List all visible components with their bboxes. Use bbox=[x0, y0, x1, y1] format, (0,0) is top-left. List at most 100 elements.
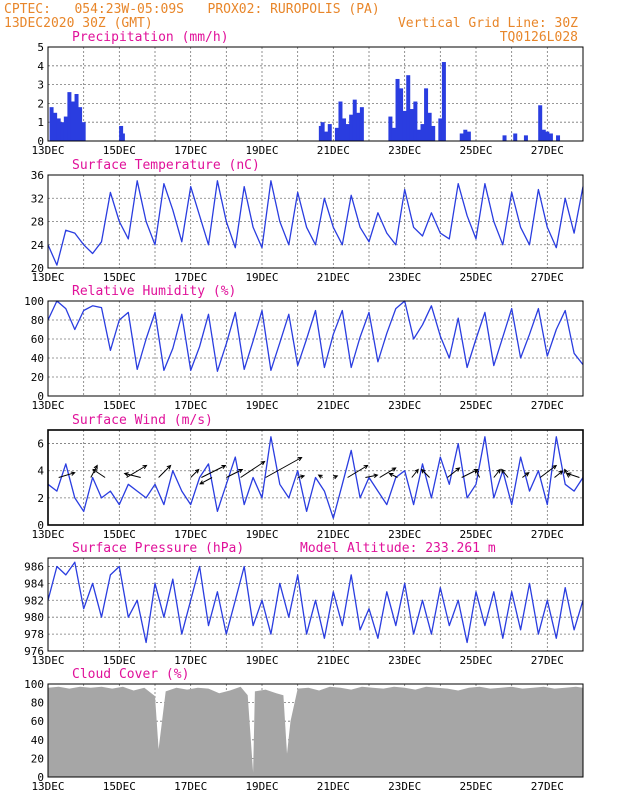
wind-vector-arrow bbox=[388, 473, 398, 478]
cloud-cover-xtick-label: 23DEC bbox=[388, 780, 421, 793]
precipitation-bar bbox=[356, 112, 361, 141]
wind-xtick-label: 27DEC bbox=[531, 528, 564, 541]
wind-xtick-label: 25DEC bbox=[459, 528, 492, 541]
precipitation-bar bbox=[406, 75, 411, 141]
wind-vector-arrow bbox=[347, 464, 369, 478]
wind-vector-arrow bbox=[158, 464, 172, 478]
wind-ytick-label: 6 bbox=[37, 438, 44, 451]
humidity-xtick-label: 15DEC bbox=[103, 399, 136, 412]
precipitation-bar bbox=[63, 116, 68, 141]
precipitation-bar bbox=[49, 107, 54, 141]
wind-vector-arrow bbox=[199, 477, 213, 485]
header-run-date: 13DEC2020 30Z (GMT) bbox=[4, 16, 153, 31]
temperature-ytick-label: 36 bbox=[31, 169, 44, 182]
pressure-ytick-label: 978 bbox=[24, 628, 44, 641]
wind-vector-arrow bbox=[411, 468, 419, 478]
precipitation-bar bbox=[359, 107, 364, 141]
pressure-ytick-label: 982 bbox=[24, 594, 44, 607]
precipitation-ytick-label: 0 bbox=[37, 135, 44, 148]
humidity-ytick-label: 100 bbox=[24, 295, 44, 308]
precipitation-bar bbox=[441, 62, 446, 141]
cloud-cover-ytick-label: 100 bbox=[24, 678, 44, 691]
precipitation-ytick-label: 4 bbox=[37, 60, 44, 73]
precipitation-bar bbox=[399, 88, 404, 141]
pressure-xtick-label: 23DEC bbox=[388, 654, 421, 667]
precipitation-bar bbox=[538, 105, 543, 141]
temperature-xtick-label: 21DEC bbox=[317, 271, 350, 284]
temperature-xtick-label: 13DEC bbox=[31, 271, 64, 284]
wind-vector-arrow bbox=[126, 464, 148, 478]
wind-vector-arrow bbox=[365, 473, 379, 478]
wind-ytick-label: 4 bbox=[37, 465, 44, 478]
temperature-frame bbox=[47, 174, 584, 269]
precipitation-xtick-label: 25DEC bbox=[459, 144, 492, 157]
precipitation-bar bbox=[324, 131, 329, 141]
precipitation-bar bbox=[81, 122, 86, 141]
precipitation-ytick-label: 5 bbox=[37, 41, 44, 54]
wind-vector-arrow bbox=[566, 472, 580, 478]
wind-vector-arrow bbox=[58, 471, 76, 478]
humidity-frame bbox=[47, 300, 584, 397]
cloud-cover-ytick-label: 0 bbox=[37, 771, 44, 784]
pressure-xtick-label: 27DEC bbox=[531, 654, 564, 667]
precipitation-title: Precipitation (mm/h) bbox=[72, 30, 229, 45]
header-grid-note: Vertical Grid Line: 30Z bbox=[398, 16, 578, 31]
cloud-cover-ytick-label: 20 bbox=[31, 752, 44, 765]
cloud-cover-xtick-label: 17DEC bbox=[174, 780, 207, 793]
humidity-xtick-label: 13DEC bbox=[31, 399, 64, 412]
precipitation-ytick-label: 1 bbox=[37, 116, 44, 129]
precipitation-bar bbox=[545, 131, 550, 141]
precipitation-bar bbox=[388, 116, 393, 141]
precipitation-xtick-label: 23DEC bbox=[388, 144, 421, 157]
precipitation-bar bbox=[320, 122, 325, 141]
wind-title: Surface Wind (m/s) bbox=[72, 413, 213, 428]
precipitation-xtick-label: 19DEC bbox=[245, 144, 278, 157]
humidity-xtick-label: 17DEC bbox=[174, 399, 207, 412]
wind-vector-arrow bbox=[493, 468, 501, 478]
humidity-series-line bbox=[47, 300, 584, 372]
cloud-cover-xtick-label: 27DEC bbox=[531, 780, 564, 793]
pressure-xtick-label: 17DEC bbox=[174, 654, 207, 667]
pressure-panel: 976 978 980 982 984 986 13DEC 15DEC 17DEC 19DEC 21… bbox=[24, 541, 584, 667]
humidity-panel: 0 20 40 60 80 100 13DEC 15DEC 17DEC 19DEC 21DEC 23D… bbox=[24, 284, 584, 412]
temperature-xtick-label: 15DEC bbox=[103, 271, 136, 284]
temperature-ytick-label: 28 bbox=[31, 216, 44, 229]
precipitation-xtick-label: 15DEC bbox=[103, 144, 136, 157]
wind-vector-arrow bbox=[475, 468, 481, 478]
pressure-ytick-label: 984 bbox=[24, 577, 44, 590]
cloud-cover-ytick-label: 80 bbox=[31, 697, 44, 710]
precipitation-bar bbox=[502, 135, 507, 141]
precipitation-xtick-label: 21DEC bbox=[317, 144, 350, 157]
cloud-cover-ytick-label: 60 bbox=[31, 715, 44, 728]
pressure-xtick-label: 25DEC bbox=[459, 654, 492, 667]
temperature-ytick-label: 24 bbox=[31, 239, 45, 252]
humidity-xtick-label: 27DEC bbox=[531, 399, 564, 412]
wind-vector-arrow bbox=[240, 460, 266, 478]
precipitation-bar bbox=[352, 99, 357, 141]
wind-series-line bbox=[47, 436, 584, 519]
temperature-series-line bbox=[47, 180, 584, 266]
humidity-xtick-label: 23DEC bbox=[388, 399, 421, 412]
precipitation-bar bbox=[56, 118, 61, 141]
precipitation-bar bbox=[349, 114, 354, 141]
wind-vector-arrow bbox=[201, 465, 227, 478]
humidity-ytick-label: 80 bbox=[31, 314, 44, 327]
precipitation-bar bbox=[70, 101, 75, 141]
pressure-series-line bbox=[47, 561, 584, 644]
pressure-ytick-label: 986 bbox=[24, 560, 44, 573]
wind-vector-arrow bbox=[226, 469, 244, 478]
temperature-ytick-label: 32 bbox=[31, 192, 44, 205]
pressure-xtick-label: 15DEC bbox=[103, 654, 136, 667]
precipitation-bar bbox=[424, 88, 429, 141]
humidity-ytick-label: 0 bbox=[37, 390, 44, 403]
humidity-title: Relative Humidity (%) bbox=[72, 284, 236, 299]
precipitation-bar bbox=[60, 122, 65, 141]
temperature-xtick-label: 19DEC bbox=[245, 271, 278, 284]
precipitation-ytick-label: 3 bbox=[37, 79, 44, 92]
precipitation-bar bbox=[53, 112, 58, 141]
pressure-xtick-label: 13DEC bbox=[31, 654, 64, 667]
humidity-xtick-label: 25DEC bbox=[459, 399, 492, 412]
cloud-cover-xtick-label: 19DEC bbox=[245, 780, 278, 793]
precipitation-bar bbox=[541, 129, 546, 141]
